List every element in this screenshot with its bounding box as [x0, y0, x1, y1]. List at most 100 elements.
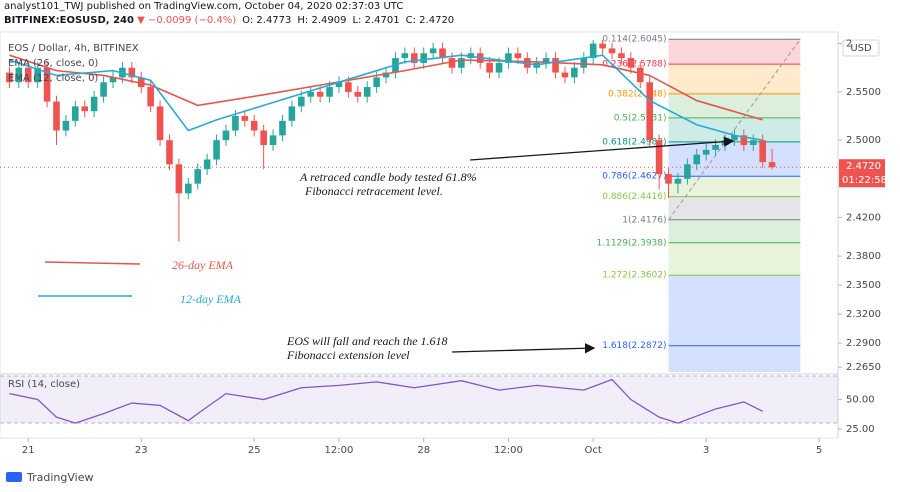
candle-body [90, 96, 98, 112]
candle-body [542, 58, 550, 63]
legend-entry: EOS / Dollar, 4h, BITFINEX [8, 43, 139, 54]
candle-body [561, 72, 569, 78]
candle-body [316, 91, 324, 97]
candle-body [298, 96, 305, 107]
candle-body [627, 58, 635, 68]
rsi-y-tick-label: 25.00 [846, 424, 875, 435]
arrow [451, 343, 596, 354]
candle-body [749, 140, 757, 146]
fib-band [668, 196, 801, 220]
candle-body [608, 48, 616, 54]
ohlc-key: L: [352, 15, 362, 26]
candle-body [373, 77, 380, 88]
candle-body [6, 72, 13, 83]
fib-band [668, 93, 801, 118]
ohlc-key: C: [405, 15, 416, 26]
candle-body [241, 116, 249, 121]
fib-label: 1(2.4176) [622, 215, 666, 225]
last-price-tag [839, 159, 885, 188]
ema-key-label: 12-day EMA [180, 292, 242, 306]
candle-body [166, 140, 173, 165]
candle-body [514, 53, 522, 59]
y-tick-label: 2.2650 [846, 362, 881, 373]
ema-key-label: 26-day EMA [172, 258, 234, 272]
candle-body [109, 77, 117, 83]
candle-body [137, 77, 145, 88]
candle-body [250, 120, 258, 131]
candle-body [213, 140, 220, 160]
candle-body [81, 106, 89, 112]
ohlc-key: O: [242, 15, 254, 26]
candle-body [580, 58, 588, 68]
candle-body [618, 53, 625, 59]
candle-body [156, 106, 164, 141]
y-tick-label: 2.4200 [846, 212, 881, 223]
brand-name: TradingView [26, 471, 93, 484]
candle-body [646, 82, 653, 141]
symbol-line: BITFINEX:EOSUSD, 240 ▼ −0.0099 (−0.4%) O:… [4, 14, 454, 28]
x-tick-label: Oct [585, 445, 602, 456]
fib-band [668, 242, 801, 276]
rsi-band [0, 376, 838, 424]
y-tick-label: 2.2900 [846, 338, 881, 349]
candle-body [43, 67, 51, 102]
fib-band [668, 219, 801, 243]
annotation-group: A retraced candle body tested 61.8%Fibon… [38, 136, 735, 362]
candle-body [599, 43, 606, 49]
candle-body [62, 120, 70, 131]
candle-body [740, 135, 748, 146]
main-group: EOS / Dollar, 4h, BITFINEX EMA (26, close… [0, 39, 838, 242]
x-tick-label: 12:00 [325, 445, 354, 456]
rsi-group: 50.00 25.00 RSI (14, close) [0, 375, 875, 435]
candle-body [222, 130, 230, 141]
candle-body [636, 67, 644, 83]
candle-body [260, 130, 267, 146]
x-tick-label: 5 [816, 445, 822, 456]
candle-body [269, 135, 277, 146]
candle-body [307, 91, 315, 97]
candle-body [279, 120, 286, 136]
rsi-title: RSI (14, close) [8, 379, 80, 390]
change: ▼ −0.0099 (−0.4%) [137, 15, 237, 26]
candle-body [665, 173, 672, 184]
candle-body [505, 53, 512, 63]
x-tick-label: 3 [703, 445, 709, 456]
ohlc: O: 2.4773 H: 2.4909 L: 2.4701 C: 2.4720 [236, 15, 454, 26]
candle-body [175, 164, 183, 194]
candle-body [759, 140, 766, 163]
candle-body [147, 87, 154, 107]
fib-label: 1.1129(2.3938) [597, 238, 667, 248]
y-tick-label: 2.3200 [846, 309, 881, 320]
candle-body [674, 178, 682, 184]
fib-band [668, 345, 801, 372]
candle-body [439, 48, 446, 59]
x-tick-label: 28 [417, 445, 430, 456]
candle-body [401, 53, 409, 59]
annotation: EOS will fall and reach the 1.618 [286, 334, 448, 348]
fib-label: 0.5(2.5231) [614, 113, 667, 123]
fib-band [668, 39, 801, 65]
x-tick-label: 12:00 [494, 445, 523, 456]
countdown: 01:22:58 [842, 175, 887, 186]
fib-band [668, 275, 801, 346]
publisher: analyst101_TWJ published on TradingView.… [4, 1, 404, 12]
candle-body [712, 145, 719, 150]
candle-body [15, 67, 23, 83]
candle-body [702, 149, 710, 155]
candle-body [128, 67, 136, 78]
candle-body [448, 58, 456, 68]
brand-icon [6, 472, 22, 482]
fib-label: 1.618(2.2872) [602, 341, 666, 351]
candle-body [326, 87, 333, 97]
currency: USD [850, 43, 872, 54]
fib-label: 0.382(2.548) [608, 89, 667, 99]
header: analyst101_TWJ published on TradingView.… [4, 0, 454, 28]
candle-body [100, 82, 107, 97]
currency-box [842, 39, 880, 57]
candle-body [552, 58, 559, 73]
candle-body [335, 82, 343, 88]
y-tick-label: 2.5000 [846, 135, 881, 146]
candle-body [731, 135, 738, 141]
ohlc-value: 2.4720 [419, 15, 455, 26]
